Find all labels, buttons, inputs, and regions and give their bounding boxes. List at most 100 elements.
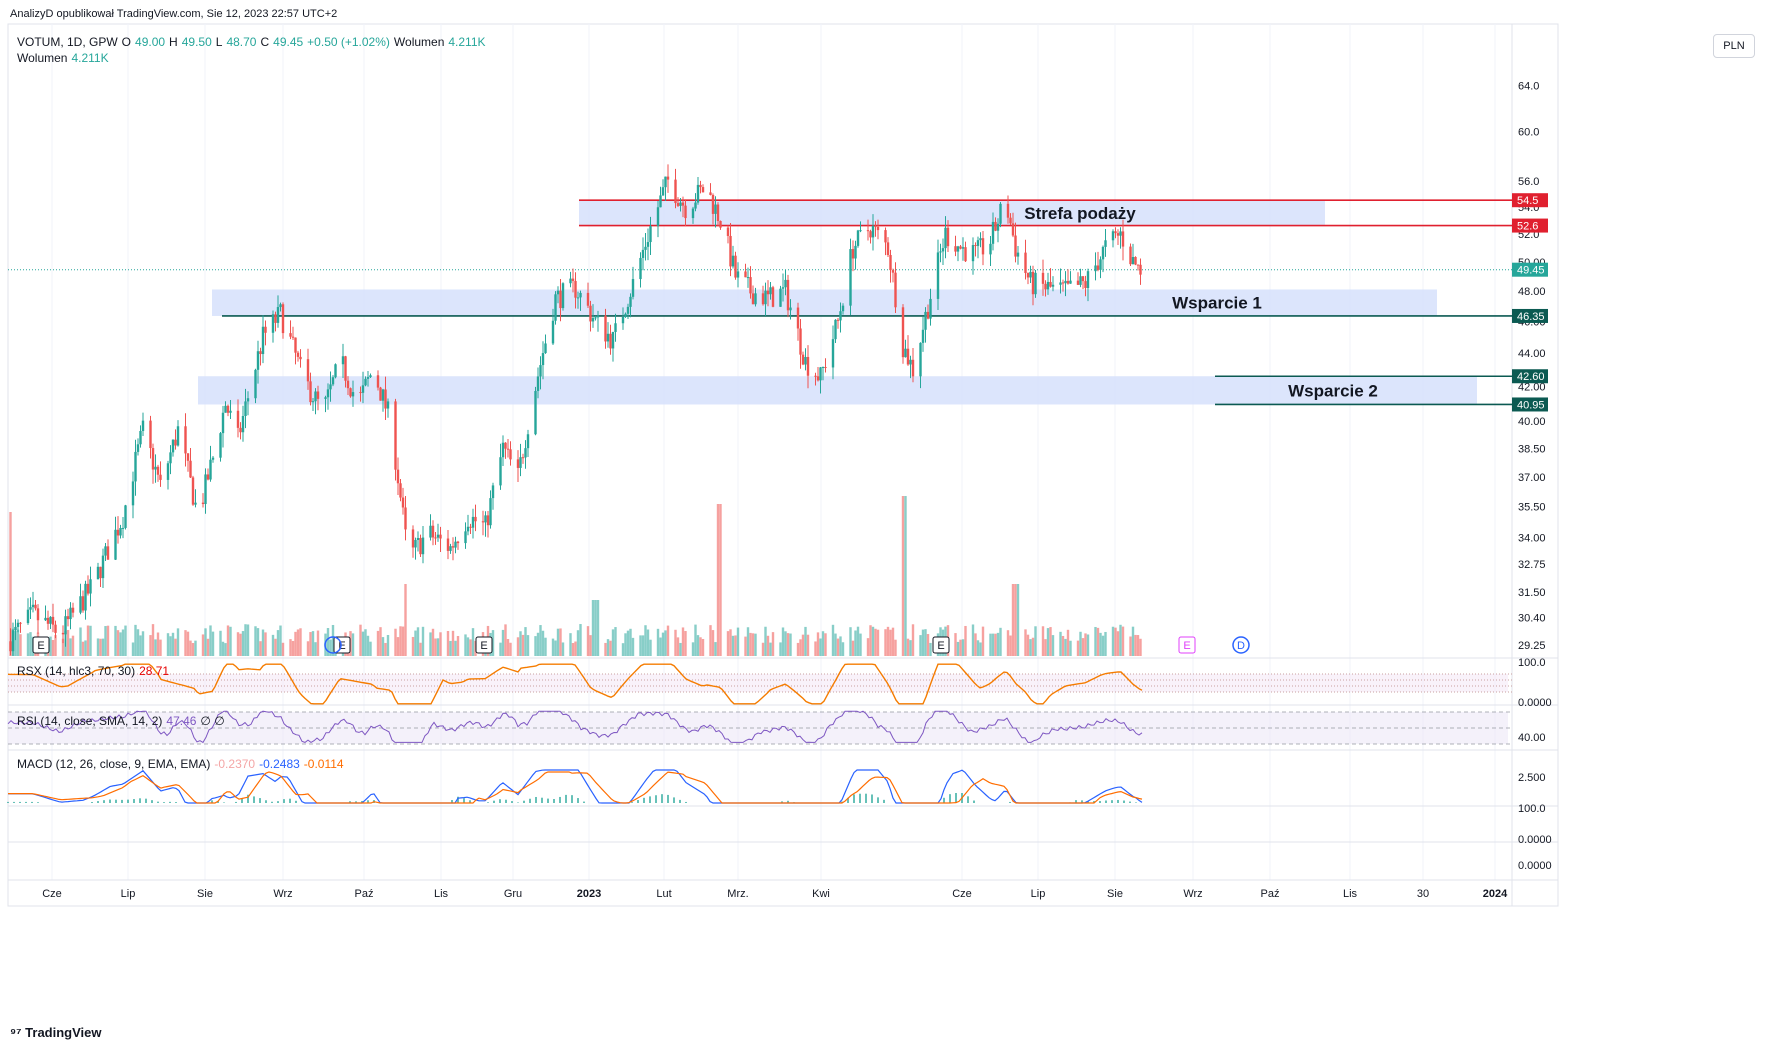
candle-body [959,246,962,249]
volume-bar [551,638,555,656]
volume-bar [139,635,142,656]
footer-text: TradingView [25,1025,102,1040]
candle-body [311,401,315,403]
currency-button[interactable]: PLN [1713,34,1755,58]
macd-hist-bar [7,801,9,803]
candle-body [696,184,700,203]
volume-bar [981,626,985,656]
candle-body [439,534,442,539]
candle-body [491,485,495,499]
macd-hist-bar [661,794,663,803]
volume-bar [744,636,747,656]
rsi-axis-label: 40.00 [1518,732,1546,744]
volume-bar [596,600,600,656]
candle-body [814,375,817,377]
volume-bar [799,639,802,656]
candle-body [299,356,302,360]
candle-body [341,356,345,365]
candle-body [481,521,485,523]
candle-body [874,225,877,227]
candle-body [281,304,285,334]
macd-hist-bar [973,800,975,803]
volume-bar [61,638,65,656]
macd-hist-bar [271,801,273,803]
volume-bar [194,640,197,656]
candle-body [521,457,525,459]
volume-bar [274,638,277,656]
candle-body [579,292,582,298]
candle-body [869,231,872,238]
volume-bar [294,631,297,656]
volume-bar [994,633,997,656]
candle-body [1026,273,1030,278]
symbol-name[interactable]: VOTUM, 1D, GPW [17,35,118,49]
candle-body [446,538,450,551]
rsx-legend: RSX (14, hlc3, 70, 30) 28.71 [17,664,173,678]
volume-bar [866,638,870,656]
volume-bar [591,600,595,656]
volume-bar [506,639,510,656]
candle-body [346,380,350,389]
volume-bar [894,639,897,656]
macd-hist-bar [1087,801,1089,803]
volume-bar [869,625,872,656]
candle-body [554,294,557,321]
candle-body [466,526,470,532]
volume-bar [709,625,712,656]
candle-body [884,230,887,243]
volume-bar [394,628,397,656]
macd-hist-bar [283,799,285,803]
candle-body [624,313,627,317]
volume-bar [429,632,432,656]
chart-frame [7,23,1559,907]
candle-body [1016,252,1020,257]
volume-bar [991,633,995,656]
volume-bar [296,629,300,656]
volume-bar [244,624,247,656]
macd-hist-bar [943,797,945,803]
symbol-info: VOTUM, 1D, GPW O 49.00 H 49.50 L 48.70 C 49.45 +0… [17,35,490,49]
tradingview-logo[interactable]: ⁹⁷ TradingView [10,1025,102,1040]
time-tick-label: Sie [197,888,213,900]
volume-bar [1121,626,1125,656]
earnings-marker [333,636,351,654]
macd-hist-bar [463,798,465,803]
candle-body [54,624,57,633]
volume-bar [1136,635,1140,656]
volume-bar [431,628,435,656]
volume-bar [81,641,85,656]
volume-bar [586,626,590,656]
candle-body [731,255,735,267]
volume-bar [291,640,295,656]
volume-bar [926,634,930,656]
low-value: 48.70 [226,35,257,49]
volume-bar [471,628,475,656]
candle-body [151,448,155,470]
candle-body [271,314,275,333]
candle-body [449,546,452,551]
macd-axis-label: 100.0 [1518,803,1546,815]
macd-hist-bar [553,799,555,803]
volume-bar [451,630,455,656]
macd-axis-label: 0.0000 [1518,860,1552,872]
candle-body [119,528,122,536]
macd-hist-bar [547,798,549,803]
volume-bar [1116,631,1120,656]
volume-bar [331,624,335,656]
candle-body [664,176,667,188]
volume-bar [519,631,522,656]
volume-bar [746,627,750,656]
rsi-value: 47.46 [166,714,197,728]
macd-hist-bar [859,793,861,803]
candle-body [571,278,575,281]
price-tick-label: 29.25 [1518,640,1546,652]
macd-label: MACD (12, 26, close, 9, EMA, EMA) [17,757,211,771]
candle-body [209,459,212,480]
candle-body [901,307,905,358]
candle-body [894,272,897,308]
price-tick-label: 35.50 [1518,502,1546,514]
candle-body [436,534,440,538]
candle-body [786,279,790,311]
candle-body [149,420,152,449]
